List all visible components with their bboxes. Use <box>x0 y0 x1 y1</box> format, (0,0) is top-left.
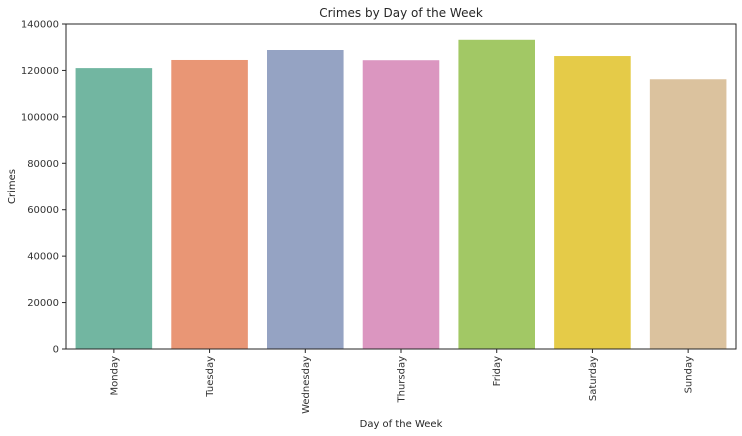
bar-tuesday <box>171 59 248 349</box>
y-axis: 0 20000 40000 60000 80000 100000 120000 140000 <box>21 20 66 356</box>
bar-thursday <box>362 60 440 349</box>
y-axis-title: Crimes <box>7 169 18 204</box>
x-tick-label: Monday <box>109 356 120 396</box>
bar-sunday <box>649 79 727 349</box>
y-tick-label: 100000 <box>21 112 59 123</box>
y-tick-label: 40000 <box>27 252 59 263</box>
bar-saturday <box>554 56 631 350</box>
plot-frame <box>65 23 737 350</box>
x-tick-label: Saturday <box>588 356 599 401</box>
x-tick-label: Thursday <box>397 356 408 404</box>
y-tick-label: 140000 <box>21 20 59 31</box>
y-tick-label: 20000 <box>27 298 59 309</box>
bar-monday <box>75 68 153 349</box>
y-tick-label: 80000 <box>27 159 59 170</box>
x-axis-title: Day of the Week <box>360 419 443 430</box>
x-tick-label: Sunday <box>684 356 695 393</box>
y-tick-label: 60000 <box>27 205 59 216</box>
chart-title: Crimes by Day of the Week <box>319 6 483 20</box>
bar-series <box>75 39 727 350</box>
bar-friday <box>458 39 535 350</box>
y-tick-label: 0 <box>53 345 59 356</box>
x-axis: Monday Tuesday Wednesday Thursday Friday Satu… <box>109 349 695 414</box>
x-tick-label: Tuesday <box>205 356 216 398</box>
y-tick-label: 120000 <box>21 66 59 77</box>
x-tick-label: Wednesday <box>301 356 312 414</box>
bar-wednesday <box>267 50 344 349</box>
x-tick-label: Friday <box>492 356 503 386</box>
